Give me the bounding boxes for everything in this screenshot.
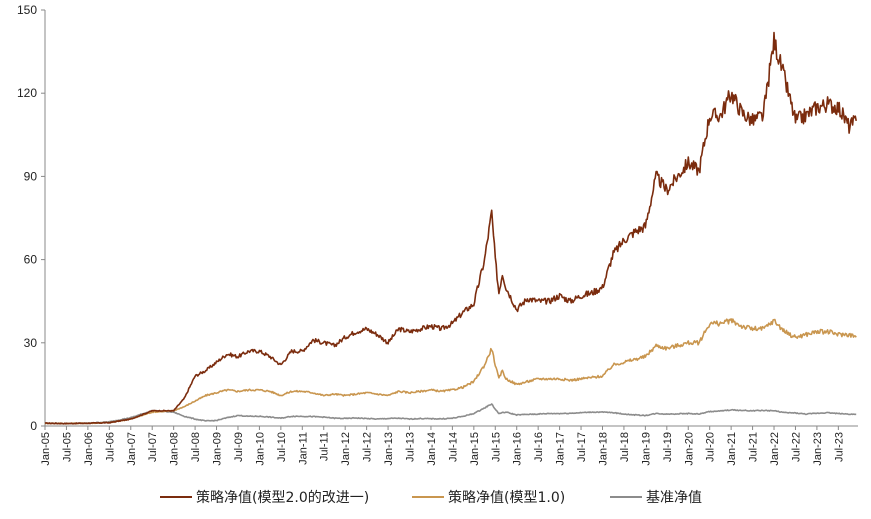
- y-tick-label: 90: [24, 169, 38, 183]
- x-tick-label: Jul-16: [533, 432, 545, 462]
- x-axis: Jan-05 Jul-05 Jan-06 Jul-06 Jan-07 Jul-07 Jan-…: [40, 425, 858, 466]
- x-tick-label: Jul-23: [833, 432, 845, 462]
- legend-label-1: 策略净值(模型1.0): [448, 489, 565, 506]
- x-tick-label: Jan-19: [640, 432, 652, 466]
- y-tick-label: 30: [24, 336, 38, 350]
- x-tick-label: Jan-23: [812, 432, 824, 466]
- x-tick-label: Jul-10: [276, 432, 288, 462]
- y-tick-label: 120: [17, 86, 37, 100]
- x-tick-label: Jan-10: [254, 432, 266, 466]
- x-tick-label: Jan-12: [340, 432, 352, 466]
- x-tick-label: Jul-13: [405, 432, 417, 462]
- series-lines: [44, 31, 857, 425]
- x-tick-label: Jul-22: [790, 432, 802, 462]
- x-tick-label: Jan-20: [683, 432, 695, 466]
- x-tick-label: Jul-17: [576, 432, 588, 462]
- x-tick-label: Jul-15: [490, 432, 502, 462]
- x-tick-label: Jul-12: [362, 432, 374, 462]
- legend: 策略净值(模型2.0的改进一) 策略净值(模型1.0) 基准净值: [160, 489, 702, 506]
- series-line-0: [44, 31, 857, 425]
- x-tick-label: Jan-13: [383, 432, 395, 466]
- x-tick-label: Jul-07: [147, 432, 159, 462]
- x-tick-label: Jul-09: [233, 432, 245, 462]
- y-tick-label: 60: [24, 253, 38, 267]
- x-tick-label: Jan-11: [297, 432, 309, 465]
- x-tick-label: Jan-14: [426, 432, 438, 466]
- x-tick-label: Jan-05: [40, 432, 52, 466]
- x-tick-label: Jan-16: [512, 432, 524, 466]
- x-tick-label: Jan-09: [212, 432, 224, 466]
- x-tick-label: Jan-08: [169, 432, 181, 466]
- legend-label-0: 策略净值(模型2.0的改进一): [196, 489, 369, 506]
- x-tick-label: Jan-15: [469, 432, 481, 466]
- x-tick-label: Jul-11: [319, 432, 331, 461]
- x-tick-label: Jan-22: [769, 432, 781, 466]
- series-line-1: [44, 318, 857, 425]
- x-tick-label: Jul-18: [619, 432, 631, 462]
- x-tick-label: Jan-07: [126, 432, 138, 466]
- x-tick-label: Jan-06: [83, 432, 95, 466]
- legend-label-2: 基准净值: [646, 489, 702, 506]
- x-tick-label: Jan-17: [555, 432, 567, 466]
- x-tick-label: Jul-20: [705, 432, 717, 462]
- y-tick-label: 150: [17, 3, 37, 17]
- x-tick-label: Jan-21: [726, 432, 738, 466]
- x-tick-label: Jul-08: [190, 432, 202, 462]
- x-tick-label: Jul-05: [61, 432, 73, 462]
- x-tick-label: Jul-19: [662, 432, 674, 462]
- x-tick-label: Jan-18: [597, 432, 609, 466]
- series-line-2: [44, 403, 857, 425]
- y-tick-label: 0: [30, 419, 37, 433]
- x-tick-label: Jul-21: [748, 432, 760, 462]
- x-tick-label: Jul-06: [104, 432, 116, 462]
- y-axis: 0 30 60 90 120 150: [17, 3, 46, 433]
- x-tick-label: Jul-14: [447, 432, 459, 462]
